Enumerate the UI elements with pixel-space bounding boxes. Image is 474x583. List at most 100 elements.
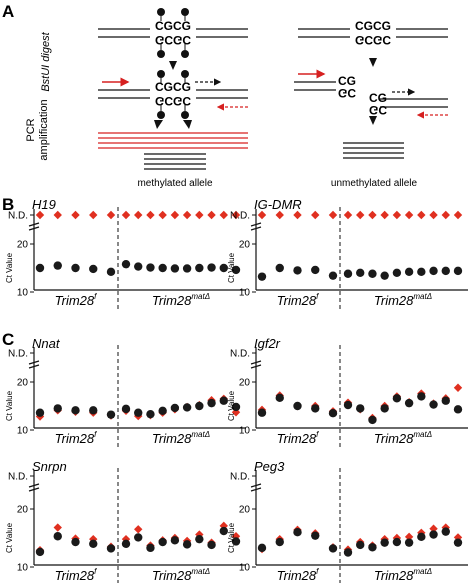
black-circle-point: [356, 404, 365, 413]
black-circle-point: [35, 408, 45, 417]
tick-label-20: 20: [239, 240, 251, 251]
red-diamond-point: [453, 383, 463, 392]
red-diamond-point: [328, 210, 338, 220]
methylated-pcr-dna: CGCG GCGC: [98, 70, 248, 129]
red-diamond-point: [441, 210, 450, 220]
arrowhead-down: [154, 120, 163, 129]
red-diamond-point: [106, 210, 116, 220]
arrowhead-down: [369, 116, 377, 125]
red-diamond-point: [146, 210, 155, 220]
tick-label-20: 20: [239, 505, 251, 516]
black-circle-point: [328, 271, 338, 280]
red-diamond-point: [275, 210, 284, 220]
tick-label-10: 10: [17, 288, 29, 299]
black-circle-point: [417, 532, 426, 542]
black-circle-point: [328, 409, 338, 418]
red-diamond-point: [257, 210, 267, 220]
red-diamond-point: [368, 210, 377, 220]
red-diamond-point: [195, 210, 204, 220]
methylated-gcgc-bottom: GCGC: [155, 33, 191, 47]
y-axis-label: Ct Value: [227, 252, 236, 283]
tick-label-20: 20: [17, 505, 29, 516]
plot-title: IG-DMR: [254, 197, 302, 212]
unmethylated-pcr-products: unmethylated allele: [331, 142, 418, 189]
bstui-digest-label: BstUI digest: [40, 31, 52, 91]
tick-label-nd: N.D.: [230, 349, 250, 360]
black-circle-point: [53, 532, 62, 541]
red-diamond-point: [121, 210, 131, 220]
red-diamond-point: [89, 534, 98, 544]
black-circle-point: [35, 547, 45, 557]
tick-label-nd: N.D.: [8, 472, 28, 483]
tick-label-10: 10: [239, 288, 251, 299]
group-label-trim28-matdelta: Trim28matΔ: [374, 292, 432, 308]
black-circle-point: [368, 543, 377, 552]
arrowhead-down: [183, 120, 192, 129]
black-circle-point: [89, 406, 98, 415]
methyl-group-marker: [157, 50, 165, 58]
black-circle-point: [170, 536, 180, 545]
red-diamond-point: [134, 525, 143, 534]
black-circle-point: [231, 402, 241, 412]
group-label-trim28-flox: Trim28f: [55, 430, 97, 446]
red-diamond-point: [311, 210, 320, 220]
methyl-group-marker: [157, 111, 165, 119]
y-axis-label: Ct Value: [5, 390, 14, 421]
plot-igf2r: Igf2r Ct Value N.D. 20 10 Trim28f Trim28matΔ: [227, 336, 468, 448]
black-circle-point: [275, 393, 284, 403]
unmethylated-cgcg-top: CGCG: [355, 19, 391, 33]
methylated-cgcg-top: CGCG: [155, 19, 191, 33]
red-diamond-point: [71, 210, 80, 220]
black-circle-point: [121, 404, 131, 414]
plot-peg3: Peg3 Ct Value N.D. 20 10 Trim28f Trim28matΔ: [227, 459, 468, 583]
axis-break-mark: [250, 483, 262, 488]
red-diamond-point: [53, 210, 62, 220]
methyl-group-marker: [181, 70, 189, 78]
axis-break-mark: [250, 226, 262, 231]
black-circle-point: [207, 398, 216, 408]
methylated-digest-dna: CGCG GCGC: [98, 8, 248, 70]
red-diamond-point: [453, 210, 463, 220]
unmethylated-cg-right-top: CG: [369, 91, 387, 105]
methyl-group-marker: [181, 111, 189, 119]
red-diamond-point: [219, 210, 228, 220]
group-label-trim28-flox: Trim28f: [55, 292, 97, 308]
y-axis-label: Ct Value: [5, 522, 14, 553]
black-circle-point: [429, 266, 438, 276]
red-diamond-point: [293, 210, 302, 220]
black-circle-point: [356, 540, 365, 550]
group-label-trim28-matdelta: Trim28matΔ: [152, 292, 210, 308]
group-label-trim28-matdelta: Trim28matΔ: [152, 567, 210, 583]
tick-label-nd: N.D.: [8, 349, 28, 360]
black-circle-point: [134, 408, 143, 417]
axis-break-mark: [250, 360, 262, 365]
black-circle-point: [356, 268, 365, 277]
y-axis-label: Ct Value: [5, 252, 14, 283]
black-circle-point: [106, 267, 116, 277]
black-circle-point: [71, 406, 80, 415]
black-circle-point: [392, 268, 402, 277]
red-diamond-point: [35, 210, 45, 220]
arrowhead-down: [169, 61, 177, 70]
black-circle-point: [404, 398, 414, 408]
y-axis-label: Ct Value: [227, 390, 236, 421]
black-circle-point: [293, 266, 302, 275]
black-circle-point: [195, 534, 204, 544]
methylated-gcgc-bottom-pcr: GCGC: [155, 94, 191, 108]
tick-label-10: 10: [239, 426, 251, 437]
black-circle-point: [146, 263, 155, 272]
black-circle-point: [404, 267, 414, 277]
black-circle-point: [231, 537, 241, 546]
axis-break-mark: [28, 222, 40, 227]
black-circle-point: [441, 396, 450, 405]
tick-label-20: 20: [239, 378, 251, 389]
tick-label-nd: N.D.: [8, 211, 28, 222]
black-circle-point: [158, 406, 167, 415]
black-circle-point: [257, 408, 267, 417]
axis-break-mark: [28, 483, 40, 488]
black-circle-point: [429, 400, 438, 409]
tick-label-10: 10: [17, 426, 29, 437]
tick-label-nd: N.D.: [230, 211, 250, 222]
plot-ig-dmr: IG-DMR Ct Value N.D. 20 10 Trim28f Trim28matΔ: [227, 197, 468, 310]
